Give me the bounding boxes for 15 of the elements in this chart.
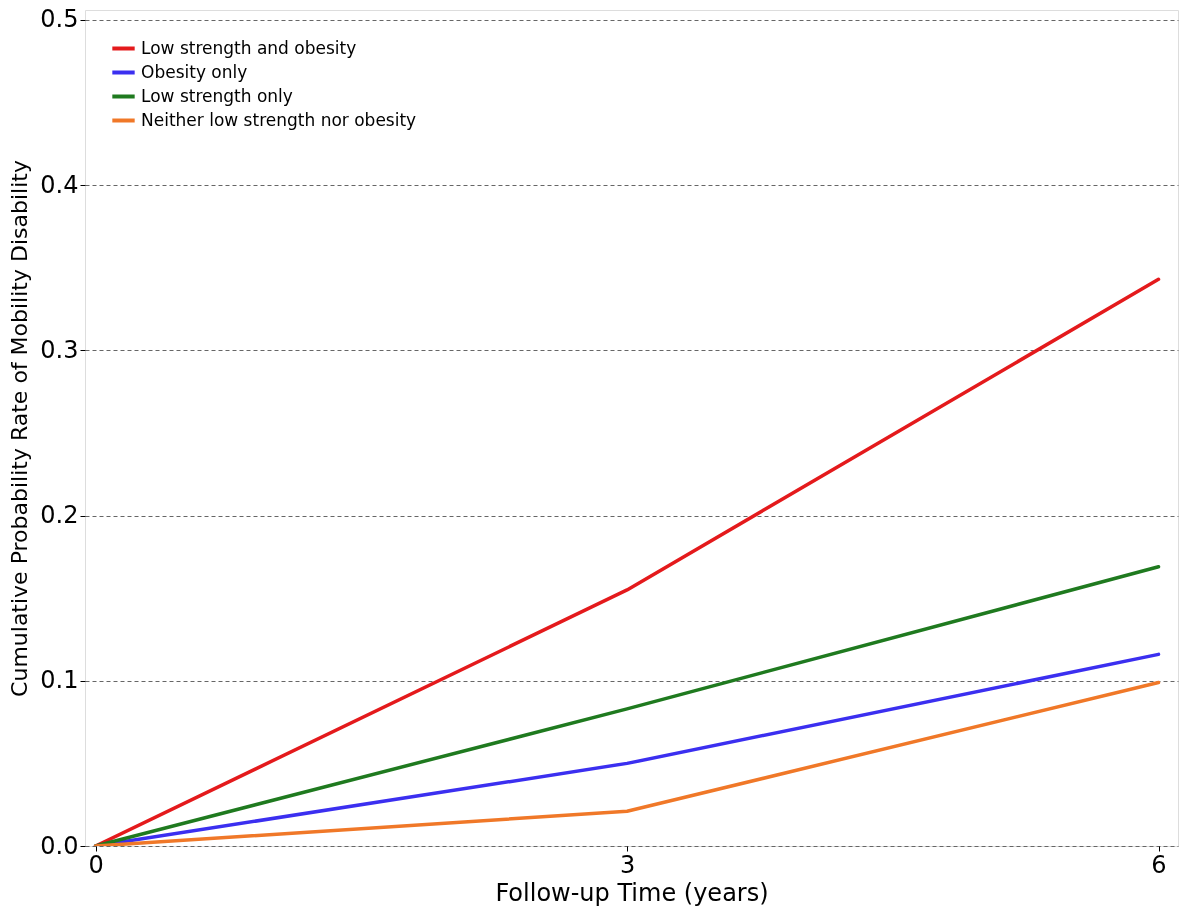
y-tick-label: 0.5 bbox=[40, 5, 79, 34]
x-tick-label: 3 bbox=[619, 850, 636, 879]
y-axis-title: Cumulative Probability Rate of Mobility Disability bbox=[7, 160, 33, 697]
y-tick-label: 0.1 bbox=[40, 666, 79, 695]
legend-label: Low strength and obesity bbox=[141, 37, 357, 58]
legend-label: Obesity only bbox=[141, 61, 248, 82]
legend-label: Neither low strength nor obesity bbox=[141, 109, 417, 130]
legend-label: Low strength only bbox=[141, 85, 293, 106]
y-tick-label: 0.4 bbox=[40, 170, 79, 199]
y-tick-label: 0.3 bbox=[40, 335, 79, 364]
x-axis-title: Follow-up Time (years) bbox=[495, 878, 769, 907]
y-tick-label: 0.2 bbox=[40, 501, 79, 530]
y-tick-label: 0.0 bbox=[40, 831, 79, 860]
x-tick-label: 6 bbox=[1151, 850, 1167, 879]
x-tick-label: 0 bbox=[88, 850, 104, 879]
